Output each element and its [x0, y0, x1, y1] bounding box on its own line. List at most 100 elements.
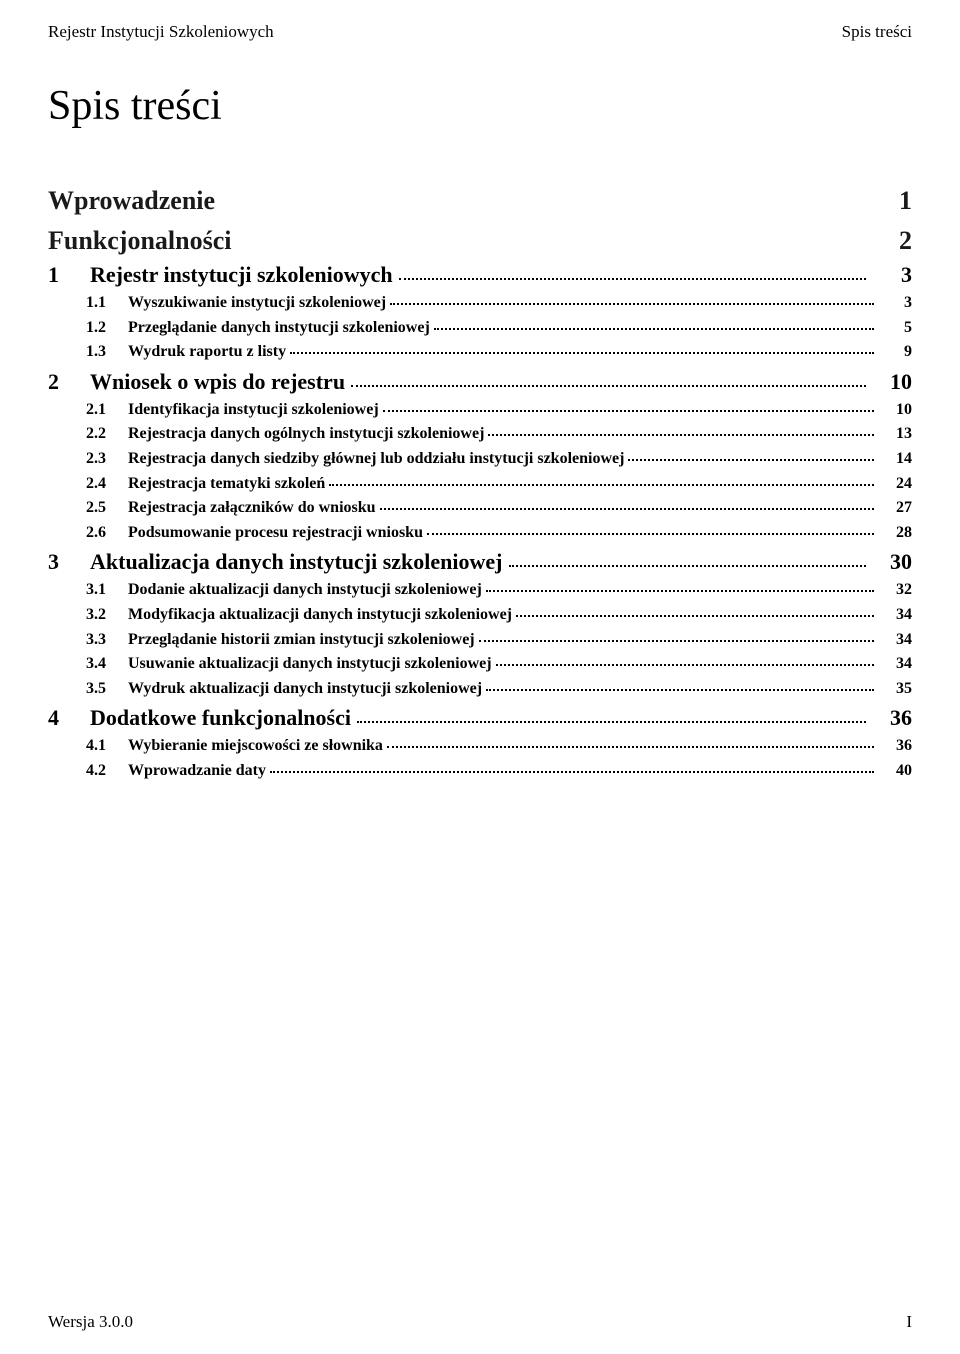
section-page: 30: [886, 549, 912, 575]
sub-num: 2.4: [86, 473, 116, 495]
leader-dots: [427, 533, 874, 535]
sub-title: Wybieranie miejscowości ze słownika: [128, 735, 383, 757]
sub-num: 3.3: [86, 629, 116, 651]
sub-title: Rejestracja danych ogólnych instytucji s…: [128, 423, 484, 445]
chapter-title: Wprowadzenie: [48, 186, 215, 216]
sub-num: 2.1: [86, 399, 116, 421]
sub-page: 5: [890, 317, 912, 339]
footer-left: Wersja 3.0.0: [48, 1312, 133, 1332]
chapter-page: 1: [899, 186, 912, 216]
sub-title: Przeglądanie danych instytucji szkolenio…: [128, 317, 430, 339]
leader-dots: [270, 771, 874, 773]
sub-num: 2.5: [86, 497, 116, 519]
leader-dots: [351, 385, 866, 387]
section-row: 2 Wniosek o wpis do rejestru 10: [48, 369, 912, 395]
sub-title: Podsumowanie procesu rejestracji wniosku: [128, 522, 423, 544]
sub-title: Wydruk aktualizacji danych instytucji sz…: [128, 678, 482, 700]
sub-page: 9: [890, 341, 912, 363]
sub-num: 1.2: [86, 317, 116, 339]
sub-num: 3.2: [86, 604, 116, 626]
sub-row: 2.3 Rejestracja danych siedziby głównej l…: [86, 448, 912, 470]
leader-dots: [380, 508, 874, 510]
header-right: Spis treści: [842, 22, 912, 42]
sub-page: 28: [890, 522, 912, 544]
sub-title: Modyfikacja aktualizacji danych instytuc…: [128, 604, 512, 626]
sub-title: Przeglądanie historii zmian instytucji s…: [128, 629, 475, 651]
leader-dots: [479, 640, 874, 642]
section-num: 4: [48, 705, 76, 731]
sub-num: 2.6: [86, 522, 116, 544]
sub-title: Rejestracja danych siedziby głównej lub …: [128, 448, 624, 470]
section-page: 36: [886, 705, 912, 731]
sub-row: 3.1 Dodanie aktualizacji danych instytucj…: [86, 579, 912, 601]
leader-dots: [329, 484, 874, 486]
sub-page: 40: [890, 760, 912, 782]
leader-dots: [383, 410, 874, 412]
sub-title: Rejestracja tematyki szkoleń: [128, 473, 325, 495]
sub-page: 13: [890, 423, 912, 445]
sub-row: 2.2 Rejestracja danych ogólnych instytucj…: [86, 423, 912, 445]
leader-dots: [516, 615, 874, 617]
page-footer: Wersja 3.0.0 I: [48, 1312, 912, 1332]
sub-num: 1.3: [86, 341, 116, 363]
sub-page: 34: [890, 604, 912, 626]
sub-row: 2.1 Identyfikacja instytucji szkoleniowej…: [86, 399, 912, 421]
sub-row: 3.5 Wydruk aktualizacji danych instytucji…: [86, 678, 912, 700]
section-title: Aktualizacja danych instytucji szkolenio…: [90, 549, 503, 575]
sub-num: 2.2: [86, 423, 116, 445]
leader-dots: [628, 459, 874, 461]
leader-dots: [486, 689, 874, 691]
sub-row: 2.5Rejestracja załączników do wniosku27: [86, 497, 912, 519]
sub-row: 2.6 Podsumowanie procesu rejestracji wnio…: [86, 522, 912, 544]
sub-num: 3.5: [86, 678, 116, 700]
sub-page: 14: [890, 448, 912, 470]
chapter-row: Funkcjonalności 2: [48, 226, 912, 256]
chapter-title: Funkcjonalności: [48, 226, 232, 256]
sub-page: 36: [890, 735, 912, 757]
section-title: Dodatkowe funkcjonalności: [90, 705, 351, 731]
sub-page: 27: [890, 497, 912, 519]
sub-title: Usuwanie aktualizacji danych instytucji …: [128, 653, 492, 675]
sub-num: 1.1: [86, 292, 116, 314]
section-row: 3 Aktualizacja danych instytucji szkolen…: [48, 549, 912, 575]
section-num: 1: [48, 262, 76, 288]
section-title: Wniosek o wpis do rejestru: [90, 369, 345, 395]
leader-dots: [488, 434, 874, 436]
section-num: 2: [48, 369, 76, 395]
leader-dots: [399, 278, 866, 280]
leader-dots: [387, 746, 874, 748]
sub-page: 34: [890, 653, 912, 675]
sub-num: 3.4: [86, 653, 116, 675]
sub-page: 3: [890, 292, 912, 314]
sub-page: 34: [890, 629, 912, 651]
toc-title: Spis treści: [48, 82, 912, 130]
leader-dots: [290, 352, 874, 354]
section-page: 10: [886, 369, 912, 395]
sub-page: 24: [890, 473, 912, 495]
sub-title: Wprowadzanie daty: [128, 760, 266, 782]
sub-row: 1.2 Przeglądanie danych instytucji szkole…: [86, 317, 912, 339]
leader-dots: [496, 664, 874, 666]
leader-dots: [357, 721, 866, 723]
sub-row: 2.4 Rejestracja tematyki szkoleń 24: [86, 473, 912, 495]
sub-num: 3.1: [86, 579, 116, 601]
section-title: Rejestr instytucji szkoleniowych: [90, 262, 393, 288]
footer-right: I: [906, 1312, 912, 1332]
sub-row: 3.4 Usuwanie aktualizacji danych instytuc…: [86, 653, 912, 675]
sub-page: 35: [890, 678, 912, 700]
sub-title: Wydruk raportu z listy: [128, 341, 286, 363]
chapter-row: Wprowadzenie 1: [48, 186, 912, 216]
sub-row: 1.1Wyszukiwanie instytucji szkoleniowej3: [86, 292, 912, 314]
leader-dots: [486, 590, 874, 592]
sub-title: Dodanie aktualizacji danych instytucji s…: [128, 579, 482, 601]
page-header: Rejestr Instytucji Szkoleniowych Spis tr…: [48, 22, 912, 42]
sub-num: 2.3: [86, 448, 116, 470]
leader-dots: [390, 303, 874, 305]
sub-row: 1.3 Wydruk raportu z listy 9: [86, 341, 912, 363]
sub-title: Identyfikacja instytucji szkoleniowej: [128, 399, 379, 421]
sub-row: 4.2Wprowadzanie daty40: [86, 760, 912, 782]
sub-row: 3.2 Modyfikacja aktualizacji danych insty…: [86, 604, 912, 626]
section-row: 4 Dodatkowe funkcjonalności 36: [48, 705, 912, 731]
section-num: 3: [48, 549, 76, 575]
sub-num: 4.1: [86, 735, 116, 757]
